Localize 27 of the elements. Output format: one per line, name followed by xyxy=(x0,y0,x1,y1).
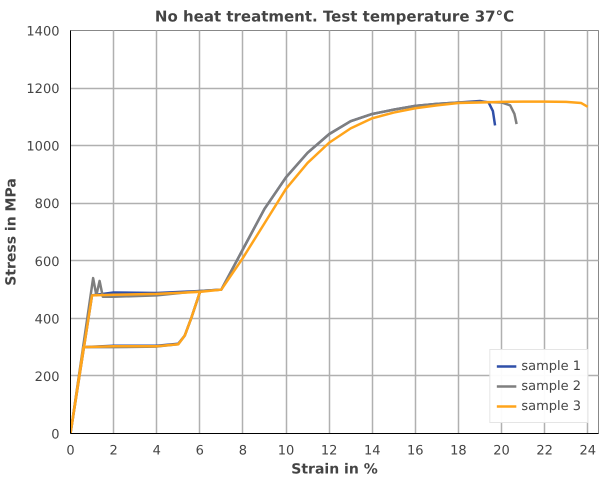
x-tick-label: 24 xyxy=(579,444,596,458)
x-tick-label: 0 xyxy=(66,444,75,458)
x-tick-label: 8 xyxy=(238,444,248,458)
y-tick-label: 0 xyxy=(51,428,60,442)
x-tick-label: 18 xyxy=(450,444,467,458)
x-tick-label: 2 xyxy=(109,444,118,458)
y-tick-label: 200 xyxy=(34,370,60,385)
y-tick-label: 600 xyxy=(34,254,60,270)
x-tick-label: 22 xyxy=(536,444,553,458)
x-tick-label: 6 xyxy=(196,444,204,458)
x-tick-label: 14 xyxy=(364,444,380,458)
x-tick-label: 10 xyxy=(278,444,294,458)
y-tick-label: 1000 xyxy=(26,140,60,155)
x-tick-label: 16 xyxy=(407,444,424,458)
y-tick-label: 800 xyxy=(34,197,60,212)
chart-title: No heat treatment. Test temperature 37°C xyxy=(154,8,514,26)
x-tick-label: 20 xyxy=(493,444,510,458)
x-tick-label: 4 xyxy=(152,444,161,458)
legend-label: sample 1 xyxy=(521,358,581,374)
y-tick-label: 400 xyxy=(34,312,60,328)
y-axis-title: Stress in MPa xyxy=(3,178,20,286)
y-tick-label: 1400 xyxy=(26,24,60,40)
legend-label: sample 3 xyxy=(521,398,581,414)
x-tick-label: 12 xyxy=(320,444,338,458)
y-tick-label: 1200 xyxy=(26,82,60,98)
legend-label: sample 2 xyxy=(521,378,581,394)
x-axis-title: Strain in % xyxy=(291,462,378,478)
